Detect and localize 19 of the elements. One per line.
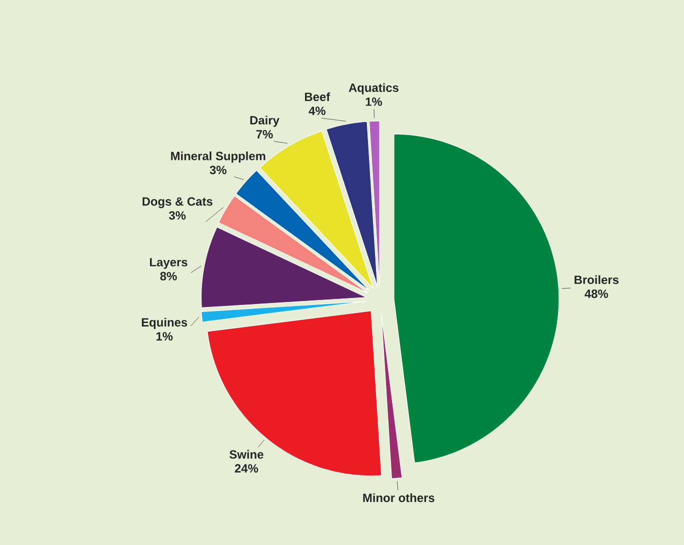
data-label: 7% (256, 130, 273, 138)
data-label: 8% (160, 272, 177, 280)
slice-label: Mineral Supplem (171, 151, 266, 163)
data-label: 24% (234, 464, 258, 473)
data-label: 48% (584, 290, 608, 298)
slice-label: Dairy (250, 116, 280, 127)
data-label: 3% (210, 166, 226, 174)
data-label: 1% (366, 97, 382, 106)
data-label: 1% (156, 332, 173, 341)
slice-label: Equines (142, 318, 188, 329)
slice-label: Minor others (363, 493, 434, 502)
data-label: 4% (308, 106, 326, 116)
data-label: 3% (168, 211, 186, 220)
slice-label: Swine (230, 450, 264, 459)
slice-label: Beef (305, 92, 330, 102)
slice-label: Broilers (574, 275, 619, 284)
slice-label: Dogs & Cats (142, 197, 212, 208)
slice-label: Aquatics (348, 83, 398, 94)
slice-label: Layers (150, 258, 188, 269)
